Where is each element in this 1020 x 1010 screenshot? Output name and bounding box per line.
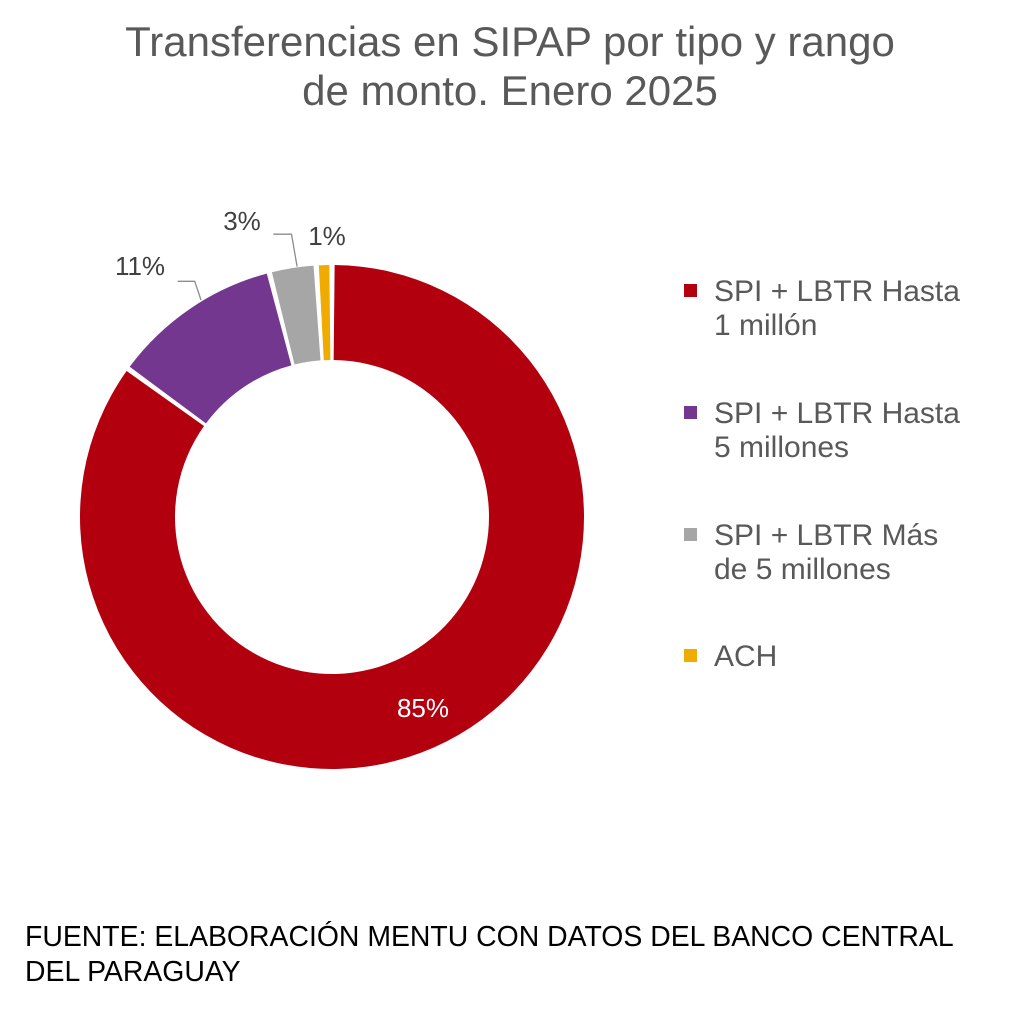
- svg-text:85%: 85%: [397, 693, 449, 723]
- svg-text:3%: 3%: [223, 206, 261, 236]
- svg-text:11%: 11%: [115, 251, 165, 281]
- svg-text:1%: 1%: [308, 221, 346, 251]
